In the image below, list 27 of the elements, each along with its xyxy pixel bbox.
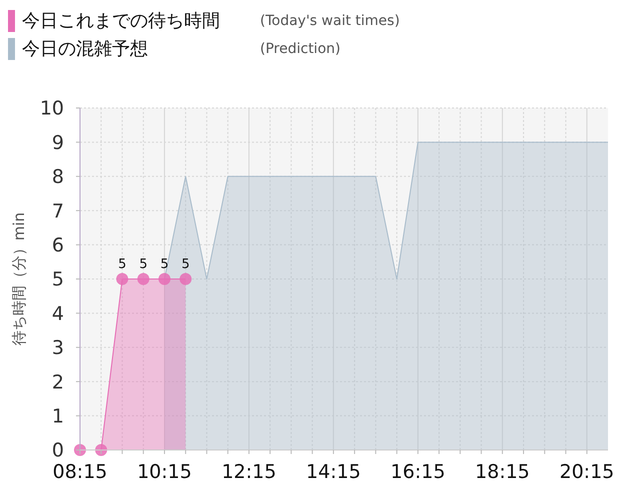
legend-label: 今日これまでの待ち時間: [22, 10, 220, 32]
y-tick-label: 8: [52, 166, 64, 188]
data-label: 5: [118, 257, 126, 272]
y-tick-label: 5: [52, 268, 64, 291]
y-tick-label: 0: [52, 440, 64, 462]
x-tick-label: 16:15: [390, 461, 446, 483]
y-tick-label: 10: [40, 98, 64, 120]
x-tick-label: 18:15: [475, 461, 530, 483]
y-tick-label: 7: [52, 200, 64, 222]
data-label: 5: [160, 257, 169, 272]
y-tick-label: 1: [52, 405, 64, 428]
x-tick-label: 12:15: [222, 461, 276, 483]
x-tick-label: 08:15: [52, 461, 108, 483]
x-tick-label: 20:15: [559, 461, 614, 483]
y-tick-label: 6: [52, 234, 64, 256]
y-tick-label: 3: [52, 337, 64, 360]
data-label: 5: [181, 257, 190, 272]
y-tick-label: 9: [52, 132, 64, 154]
y-tick-label: 2: [52, 371, 64, 394]
x-tick-label: 10:15: [137, 461, 192, 483]
y-tick-label: 4: [52, 302, 64, 325]
x-tick-label: 14:15: [306, 461, 361, 483]
text: (Prediction): [260, 40, 340, 57]
y-axis-title: 待ち時間（分）min: [10, 212, 28, 346]
legend-label: 今日の混雑予想: [22, 38, 148, 60]
text: (Today's wait times): [260, 12, 400, 29]
data-label: 5: [139, 257, 148, 272]
